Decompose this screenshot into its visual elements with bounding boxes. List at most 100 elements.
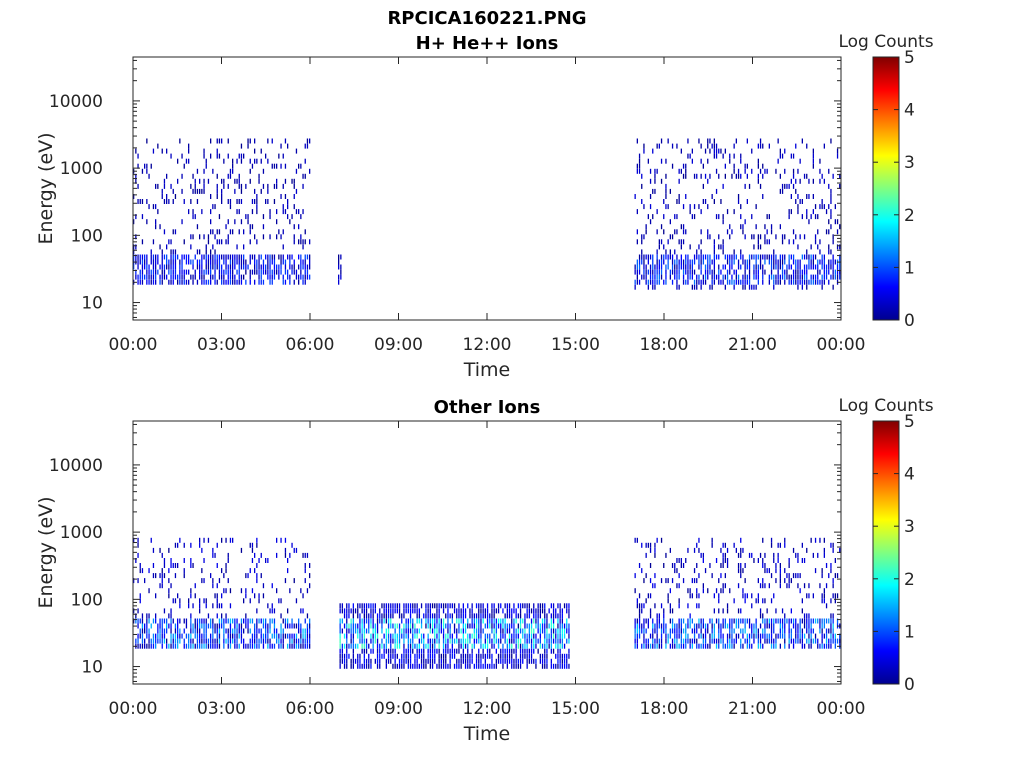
heatmap-cell xyxy=(693,269,696,275)
heatmap-cell xyxy=(641,183,643,189)
heatmap-cell xyxy=(159,573,161,579)
heatmap-cell xyxy=(365,658,368,664)
heatmap-cell xyxy=(797,552,799,558)
heatmap-cell xyxy=(550,633,552,639)
heatmap-cell xyxy=(530,628,533,634)
heatmap-cell xyxy=(823,259,825,265)
heatmap-cell xyxy=(773,284,775,290)
heatmap-cell xyxy=(665,254,667,260)
heatmap-cell xyxy=(795,633,797,639)
heatmap-cell xyxy=(810,633,812,639)
heatmap-cell xyxy=(174,274,177,280)
heatmap-cell xyxy=(658,274,660,280)
heatmap-cell xyxy=(425,603,427,609)
heatmap-cell xyxy=(770,229,773,235)
heatmap-cell xyxy=(368,653,370,659)
heatmap-cell xyxy=(278,643,280,649)
heatmap-cell xyxy=(489,618,491,624)
heatmap-cell xyxy=(654,284,656,290)
heatmap-cell xyxy=(682,229,685,235)
heatmap-cell xyxy=(309,623,311,629)
heatmap-cell xyxy=(258,264,260,270)
heatmap-cell xyxy=(271,163,273,169)
heatmap-cell xyxy=(792,239,795,245)
heatmap-cell xyxy=(702,588,704,594)
heatmap-cell xyxy=(302,633,304,639)
heatmap-cell xyxy=(350,633,352,639)
heatmap-cell xyxy=(273,608,276,614)
heatmap-cell xyxy=(139,628,141,634)
heatmap-cell xyxy=(663,618,665,624)
heatmap-cell xyxy=(137,537,139,543)
heatmap-cell xyxy=(190,558,192,563)
heatmap-cell xyxy=(157,633,159,639)
heatmap-cell xyxy=(135,274,137,280)
heatmap-cell xyxy=(295,623,298,629)
heatmap-cell xyxy=(249,254,251,260)
heatmap-cell xyxy=(740,643,742,649)
heatmap-cell xyxy=(517,643,519,649)
heatmap-cell xyxy=(405,623,407,629)
heatmap-cell xyxy=(775,643,777,649)
heatmap-cell xyxy=(282,618,284,624)
heatmap-cell xyxy=(183,254,185,260)
heatmap-cell xyxy=(713,608,715,614)
heatmap-cell xyxy=(757,178,759,184)
heatmap-cell xyxy=(174,259,177,265)
heatmap-cell xyxy=(552,648,555,654)
heatmap-cell xyxy=(693,633,696,639)
heatmap-cell xyxy=(649,168,652,174)
heatmap-cell xyxy=(731,633,733,639)
heatmap-cell xyxy=(674,229,676,235)
heatmap-cell xyxy=(799,638,801,644)
heatmap-cell xyxy=(676,628,678,634)
heatmap-cell xyxy=(363,633,365,639)
heatmap-cell xyxy=(773,249,775,255)
heatmap-cell xyxy=(517,663,519,669)
heatmap-cell xyxy=(179,633,181,639)
heatmap-cell xyxy=(729,224,731,230)
heatmap-cell xyxy=(812,279,814,285)
heatmap-cell xyxy=(379,608,381,614)
heatmap-cell xyxy=(654,188,656,194)
heatmap-cell xyxy=(267,623,269,629)
heatmap-cell xyxy=(394,633,396,639)
heatmap-cell xyxy=(775,274,777,280)
heatmap-cell xyxy=(636,279,638,285)
heatmap-cell xyxy=(713,633,715,639)
heatmap-cell xyxy=(370,613,372,619)
heatmap-cell xyxy=(420,618,423,624)
heatmap-cell xyxy=(636,628,638,634)
heatmap-cell xyxy=(340,269,342,275)
heatmap-cell xyxy=(225,563,227,568)
heatmap-cell xyxy=(508,658,511,664)
heatmap-cell xyxy=(276,163,278,169)
heatmap-cell xyxy=(258,558,260,563)
heatmap-cell xyxy=(665,269,667,275)
heatmap-cell xyxy=(707,138,709,144)
heatmap-cell xyxy=(647,259,649,265)
heatmap-cell xyxy=(533,638,535,644)
heatmap-cell xyxy=(278,254,280,260)
heatmap-cell xyxy=(552,618,555,624)
heatmap-cell xyxy=(271,603,273,609)
heatmap-cell xyxy=(729,264,731,270)
heatmap-cell xyxy=(803,254,806,260)
heatmap-cell xyxy=(478,648,480,654)
heatmap-cell xyxy=(278,274,280,280)
heatmap-cell xyxy=(819,643,821,649)
heatmap-cell xyxy=(181,259,183,265)
heatmap-cell xyxy=(146,623,148,629)
heatmap-cell xyxy=(152,148,155,154)
heatmap-cell xyxy=(676,269,678,275)
heatmap-cell xyxy=(385,628,387,634)
heatmap-cell xyxy=(304,618,306,624)
heatmap-cell xyxy=(768,239,770,245)
heatmap-cell xyxy=(711,279,713,285)
heatmap-cell xyxy=(742,547,744,553)
heatmap-cell xyxy=(647,214,649,220)
heatmap-cell xyxy=(836,274,839,280)
heatmap-cell xyxy=(289,219,291,225)
heatmap-cell xyxy=(713,254,715,260)
heatmap-cell xyxy=(555,653,557,659)
